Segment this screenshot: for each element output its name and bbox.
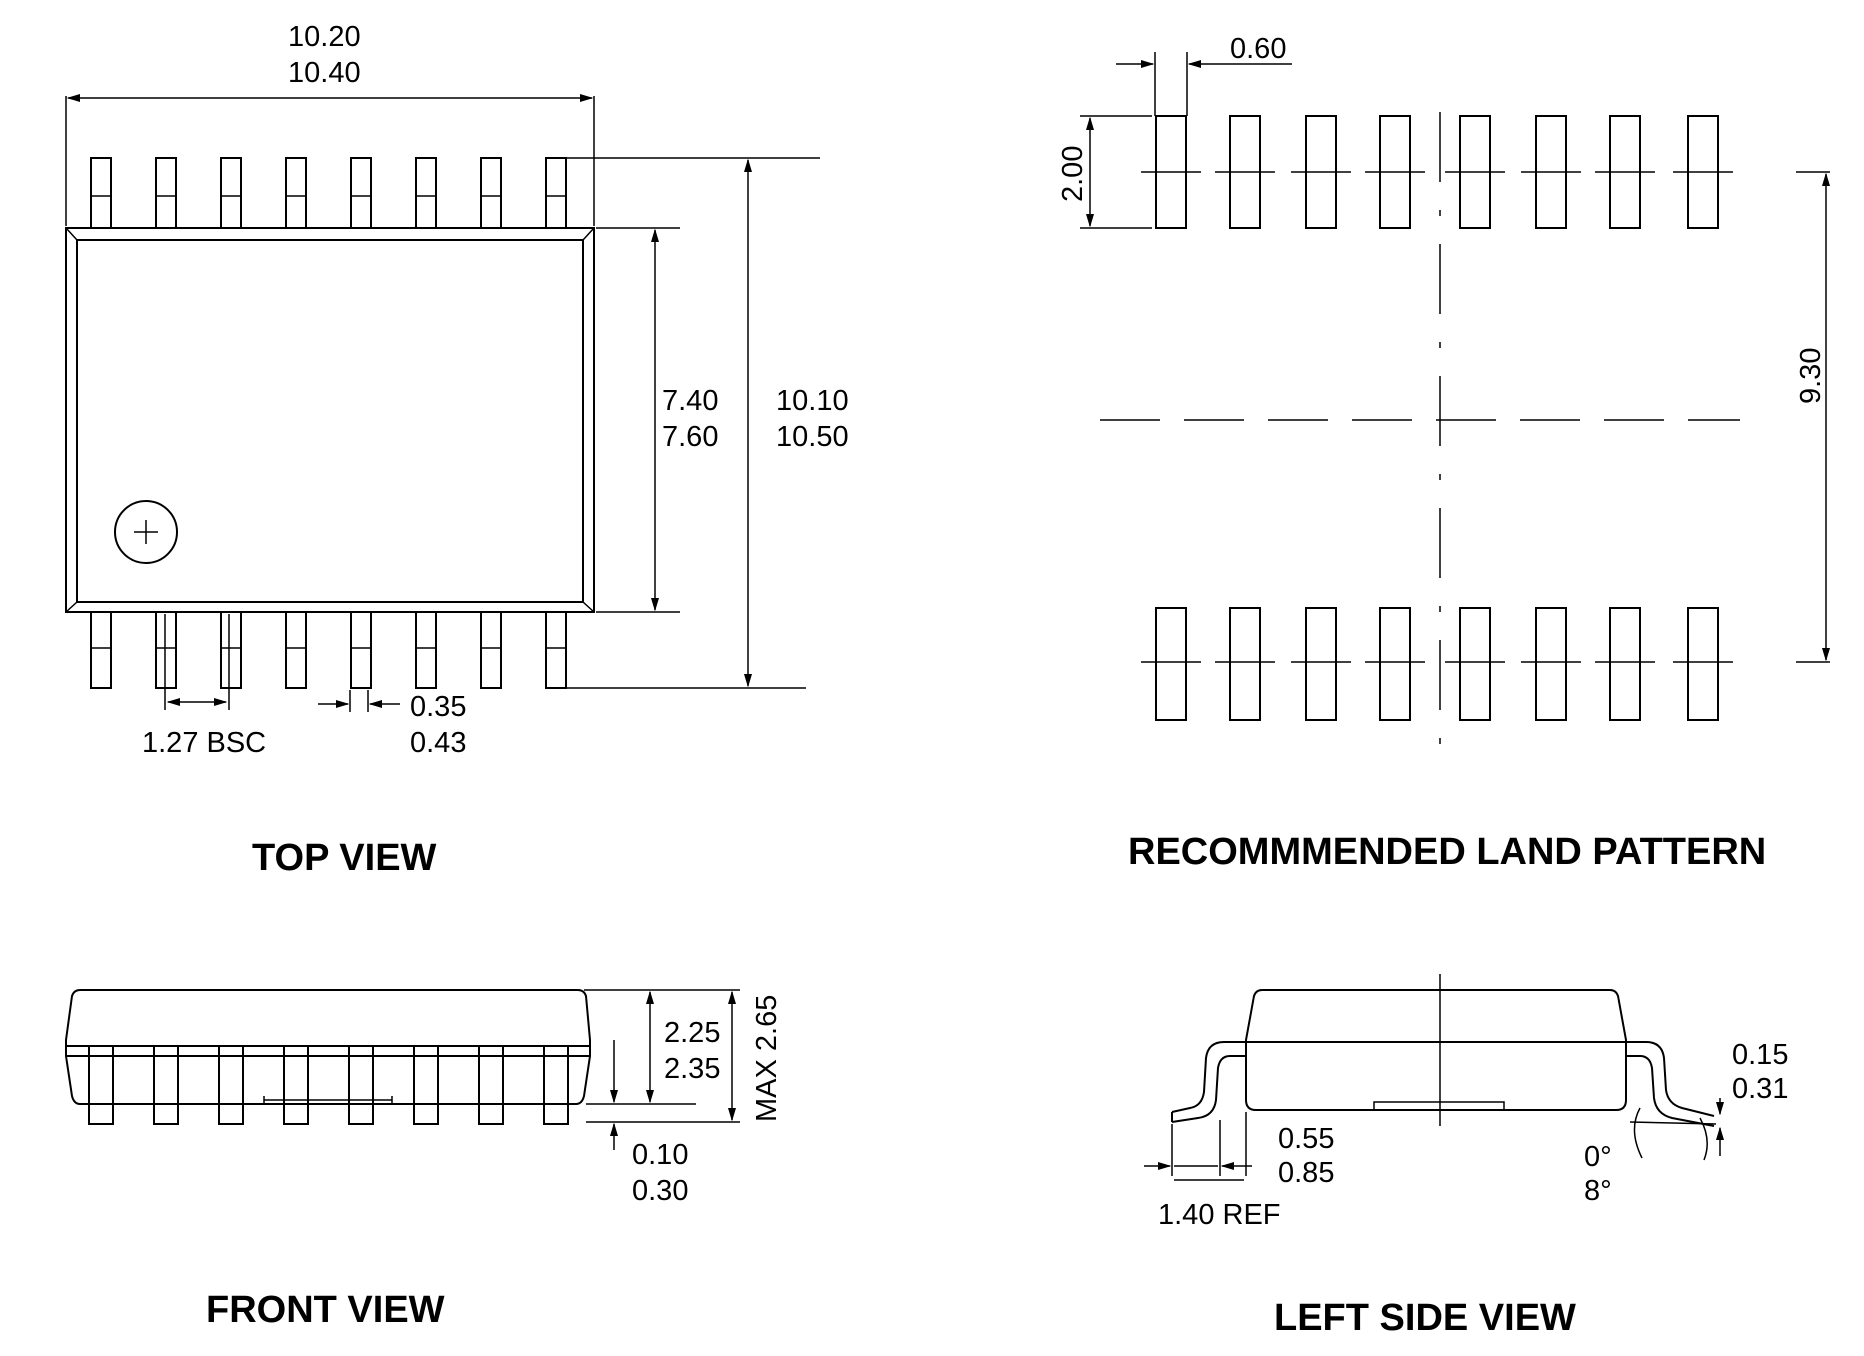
land-pad	[1673, 115, 1733, 229]
front-height-max: 2.35	[664, 1053, 720, 1085]
angle-max: 8°	[1584, 1175, 1612, 1207]
land-pattern-title: RECOMMMENDED LAND PATTERN	[1128, 831, 1766, 873]
body-height-min: 7.40	[662, 385, 718, 417]
top-view-bottom-leads	[90, 611, 567, 689]
left-side-view: 0.15 0.31 0° 8° 0.55 0.85 1.40 REF LEFT …	[1144, 974, 1788, 1339]
top-lead-pin	[285, 157, 307, 229]
land-pad	[1595, 115, 1655, 229]
land-pad	[1521, 115, 1581, 229]
bottom-lead-pin	[220, 611, 242, 689]
bottom-lead-pin	[480, 611, 502, 689]
land-pad	[1291, 607, 1351, 721]
top-view-title: TOP VIEW	[252, 837, 437, 879]
lead-thickness-max: 0.31	[1732, 1073, 1788, 1105]
top-lead-pin	[480, 157, 502, 229]
land-pad	[1215, 115, 1275, 229]
top-lead-pin	[545, 157, 567, 229]
bottom-lead-pin	[415, 611, 437, 689]
left-gull-wing-lead	[1171, 1041, 1246, 1113]
body-width-min: 10.20	[288, 21, 361, 53]
left-side-view-title: LEFT SIDE VIEW	[1274, 1297, 1576, 1339]
land-pad	[1595, 607, 1655, 721]
land-pad	[1445, 607, 1505, 721]
land-pad	[1673, 607, 1733, 721]
foot-length-max: 0.85	[1278, 1157, 1334, 1189]
top-lead-pin	[155, 157, 177, 229]
top-lead-pin	[220, 157, 242, 229]
land-pattern-top-pads	[1141, 115, 1733, 229]
pad-length-label: 2.00	[1057, 146, 1089, 202]
top-view-body-inner	[76, 239, 584, 603]
bottom-lead-pin	[545, 611, 567, 689]
bottom-lead-pin	[350, 611, 372, 689]
bottom-lead-pin	[285, 611, 307, 689]
front-lead-pin	[88, 1045, 114, 1125]
top-view-top-leads	[90, 157, 567, 229]
land-pad	[1521, 607, 1581, 721]
front-lead-pin	[543, 1045, 569, 1125]
lead-width-max: 0.43	[410, 727, 466, 759]
land-pad	[1215, 607, 1275, 721]
land-pattern-view: 0.60 2.00 9.30 RECOMMMENDED LAND PATTERN	[1057, 33, 1831, 873]
front-view: 2.25 2.35 MAX 2.65 0.10 0.30 FRONT VIEW	[65, 989, 783, 1331]
land-pad	[1365, 115, 1425, 229]
front-view-title: FRONT VIEW	[206, 1289, 445, 1331]
lead-thickness-min: 0.15	[1732, 1039, 1788, 1071]
standoff-min: 0.10	[632, 1139, 688, 1171]
foot-length-min: 0.55	[1278, 1123, 1334, 1155]
top-lead-pin	[350, 157, 372, 229]
pin1-marker-icon	[114, 500, 178, 564]
overall-height-max: 10.50	[776, 421, 849, 453]
pad-width-label: 0.60	[1230, 33, 1286, 65]
angle-min: 0°	[1584, 1141, 1612, 1173]
overall-height-min: 10.10	[776, 385, 849, 417]
body-height-max: 7.60	[662, 421, 718, 453]
front-lead-pin	[348, 1045, 374, 1125]
front-lead-pin	[218, 1045, 244, 1125]
pitch-label: 1.27 BSC	[142, 727, 266, 759]
left-side-body	[1245, 989, 1627, 1111]
bottom-lead-pin	[90, 611, 112, 689]
front-view-body	[65, 989, 591, 1105]
top-lead-pin	[415, 157, 437, 229]
land-pattern-bottom-pads	[1141, 607, 1733, 721]
front-view-leads	[88, 1045, 569, 1125]
right-gull-wing-lead	[1626, 1041, 1715, 1117]
standoff-max: 0.30	[632, 1175, 688, 1207]
top-view-body-outline	[65, 227, 595, 613]
front-lead-pin	[283, 1045, 309, 1125]
land-pad	[1291, 115, 1351, 229]
bottom-lead-pin	[155, 611, 177, 689]
top-view: 10.20 10.40 7.40 7.60 10.10 10.50 1.27 B…	[65, 21, 849, 879]
row-spacing-label: 9.30	[1795, 348, 1827, 404]
land-pad	[1445, 115, 1505, 229]
front-height-min: 2.25	[664, 1017, 720, 1049]
land-pad	[1141, 607, 1201, 721]
lead-width-min: 0.35	[410, 691, 466, 723]
front-max-height: MAX 2.65	[751, 995, 783, 1122]
top-lead-pin	[90, 157, 112, 229]
lead-length-ref: 1.40 REF	[1158, 1199, 1281, 1231]
land-pad	[1141, 115, 1201, 229]
front-lead-pin	[153, 1045, 179, 1125]
body-width-max: 10.40	[288, 57, 361, 89]
front-lead-pin	[413, 1045, 439, 1125]
front-lead-pin	[478, 1045, 504, 1125]
land-pad	[1365, 607, 1425, 721]
